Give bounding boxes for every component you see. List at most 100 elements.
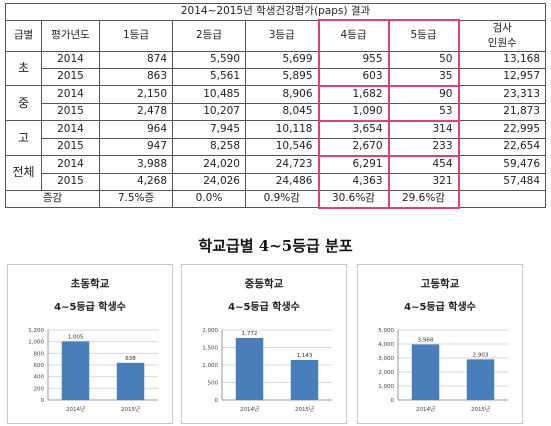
x-tick-label: 2015년 [295, 405, 314, 413]
value-cell: 5,590 [172, 50, 246, 69]
table-row: 중 2014 2,150 10,485 8,906 1,682 90 23,313 [5, 84, 547, 121]
column-header: 3등급 [245, 19, 319, 52]
value-cell: 10,546 [245, 137, 319, 156]
y-tick-label: 500 [208, 381, 219, 387]
y-tick-label: 1,000 [28, 340, 44, 346]
value-cell: 8,906 [245, 85, 319, 104]
value-cell: 5,561 [172, 67, 246, 86]
y-tick-label: 0 [391, 398, 395, 404]
value-cell: 2,150 [99, 85, 173, 104]
chart-section-heading: 학교급별 4~5등급 분포 [198, 237, 353, 255]
value-cell: 964 [99, 120, 173, 139]
value-cell: 3,988 [99, 155, 173, 174]
table-row: 초 2014 874 5,590 5,699 955 50 13,168 [5, 50, 547, 86]
table-row: 2015 947 8,258 10,546 2,670 233 22,654 [6, 137, 547, 157]
group-label: 전체 [5, 155, 42, 191]
value-cell: 30.6%감 [317, 189, 390, 209]
table-row: 2015 863 5,561 5,895 603 35 12,957 [6, 67, 547, 87]
y-tick-label: 1,500 [202, 346, 218, 352]
value-cell: 454 [387, 154, 460, 174]
y-tick-label: 1,000 [202, 363, 218, 369]
y-tick-label: 5,000 [378, 328, 394, 334]
y-tick-label: 200 [34, 386, 45, 392]
group-label: 초 [5, 50, 42, 86]
value-cell: 24,486 [245, 172, 319, 191]
y-tick-label: 4,000 [378, 342, 394, 348]
bar [466, 359, 495, 400]
value-cell: 1,682 [317, 84, 390, 104]
value-cell: 21,873 [457, 102, 547, 121]
value-cell: 2,478 [99, 102, 173, 121]
value-cell: 4,363 [317, 172, 390, 191]
bar [235, 337, 264, 400]
value-cell: 233 [387, 137, 460, 157]
year-cell: 2015 [41, 137, 100, 156]
chart-panel-middle: 중등학교 4~5등급 학생수 0 500 1,000 1,500 2,000 1,772 201… [181, 264, 347, 424]
group-label: 중 [5, 85, 42, 121]
table-row: 2015 2,478 10,207 8,045 1,090 53 21,873 [6, 102, 547, 122]
group-label: 고 [5, 120, 42, 156]
y-tick-label: 600 [34, 363, 45, 369]
table-row: 전체 2014 3,988 24,020 24,723 6,291 454 59,476 [5, 154, 547, 191]
value-cell: 8,258 [172, 137, 246, 156]
column-header: 4등급 [317, 19, 390, 52]
year-cell: 2014 [41, 85, 100, 104]
value-cell: 57,484 [457, 172, 547, 191]
value-cell: 874 [99, 50, 173, 69]
table-row: 고 2014 964 7,945 10,118 3,654 314 22,995 [5, 119, 547, 156]
y-tick-label: 1,000 [378, 384, 394, 390]
value-cell [457, 189, 547, 208]
value-cell: 6,291 [317, 154, 390, 174]
bar [116, 362, 145, 400]
value-cell: 863 [99, 67, 173, 86]
year-cell: 2014 [41, 50, 100, 69]
column-header: 급별 [5, 19, 42, 52]
value-cell: 24,020 [172, 155, 246, 174]
y-tick-label: 800 [34, 351, 45, 357]
value-cell: 29.6%감 [387, 189, 460, 209]
value-cell: 2,670 [317, 137, 390, 157]
value-cell: 24,026 [172, 172, 246, 191]
value-cell: 7,945 [172, 120, 246, 139]
paps-results-table: 2014~2015년 학생건강평가(paps) 결과 급별 평가년도 1등급 2등급 3… [4, 3, 547, 209]
value-cell: 10,118 [245, 120, 319, 139]
chart-panel-high: 고등학교 4~5등급 학생수 0 1,000 2,000 3,000 4,000 5,000 3… [357, 264, 523, 424]
value-cell: 955 [317, 50, 390, 69]
y-tick-label: 3,000 [378, 356, 394, 362]
value-cell: 314 [387, 119, 460, 139]
y-tick-label: 2,000 [378, 370, 394, 376]
y-tick-label: 400 [34, 375, 45, 381]
value-cell: 0.0% [172, 189, 246, 208]
table-row: 2015 4,268 24,026 24,486 4,363 321 57,484 [6, 172, 547, 191]
value-cell: 12,957 [457, 67, 547, 86]
value-cell: 603 [317, 67, 390, 87]
column-header: 2등급 [172, 19, 246, 52]
year-cell: 2014 [41, 155, 100, 174]
y-tick-label: 2,000 [202, 328, 218, 334]
x-tick-label: 2015년 [121, 405, 140, 413]
value-cell: 24,723 [245, 155, 319, 174]
value-cell: 53 [387, 102, 460, 122]
value-cell: 947 [99, 137, 173, 156]
data-label: 1,772 [242, 331, 258, 337]
value-cell: 0.9%감 [245, 189, 319, 208]
table-row: 증감 7.5%증 0.0% 0.9%감 30.6%감 29.6%감 [5, 189, 547, 209]
value-cell: 5,895 [245, 67, 319, 86]
column-header: 5등급 [387, 19, 460, 52]
data-label: 638 [125, 356, 136, 362]
value-cell: 7.5%증 [99, 189, 173, 208]
data-label: 1,143 [297, 353, 313, 359]
value-cell: 3,654 [317, 119, 390, 139]
x-tick-label: 2014년 [416, 405, 435, 413]
value-cell: 90 [387, 84, 460, 104]
value-cell: 10,485 [172, 85, 246, 104]
bar-chart: 중등학교 4~5등급 학생수 0 500 1,000 1,500 2,000 1,772 201… [202, 277, 332, 413]
column-header: 검사 인원수 [457, 19, 547, 52]
chart-title: 초동학교 [71, 277, 110, 290]
x-tick-label: 2015년 [471, 405, 490, 413]
value-cell: 22,654 [457, 137, 547, 156]
value-cell: 13,168 [457, 50, 547, 69]
value-cell: 1,090 [317, 102, 390, 122]
value-cell: 50 [387, 50, 460, 69]
year-cell: 2015 [41, 102, 100, 121]
